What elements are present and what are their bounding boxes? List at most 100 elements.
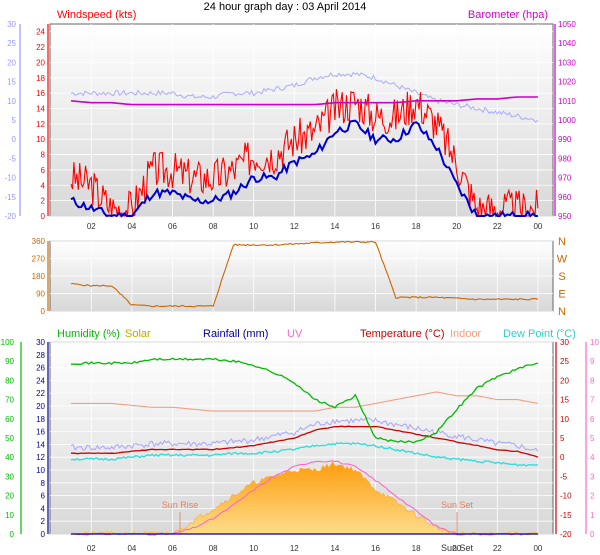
temperature-line — [71, 425, 539, 458]
compass-label: S — [558, 271, 565, 283]
bottom-x-tick-label: 22 — [493, 544, 502, 553]
rainfall-tick-label: 12 — [36, 453, 45, 462]
far-left-tick-label: 20 — [7, 58, 16, 67]
solar-area — [71, 461, 539, 535]
windspeed-label: Windspeed (kts) — [57, 9, 136, 21]
compass-label: N — [558, 236, 566, 248]
humidity-tick-label: 0 — [10, 530, 15, 539]
rainfall-tick-label: 18 — [36, 415, 45, 424]
temperature-tick-label: 30 — [560, 338, 569, 347]
barometer-tick-label: 990 — [558, 135, 572, 144]
barometer-tick-label: 970 — [558, 174, 572, 183]
sunset-label-bottom: Sun Set — [441, 543, 474, 553]
indoor-line — [71, 391, 538, 412]
uv-tick-label: 4 — [590, 453, 595, 462]
barometer-tick-label: 1040 — [558, 39, 576, 48]
rainfall-tick-label: 20 — [36, 402, 45, 411]
uv-tick-label: 1 — [590, 511, 595, 520]
temperature-tick-label: 25 — [560, 357, 569, 366]
humidity-tick-label: 80 — [5, 376, 14, 385]
far-left-tick-label: 30 — [7, 20, 16, 29]
windspeed-tick-label: 10 — [36, 135, 45, 144]
temperature-tick-label: -15 — [560, 511, 572, 520]
top-x-tick-label: 04 — [127, 222, 136, 231]
compass-label: W — [557, 254, 568, 266]
barometer-tick-label: 1020 — [558, 78, 576, 87]
barometer-tick-label: 1000 — [558, 116, 576, 125]
uv-tick-label: 2 — [590, 492, 595, 501]
uv-tick-label: 6 — [590, 415, 595, 424]
humidity-tick-label: 100 — [1, 338, 15, 347]
barometer-tick-label: 1050 — [558, 20, 576, 29]
bottom-x-tick-label: 12 — [290, 544, 299, 553]
uv-tick-label: 3 — [590, 472, 595, 481]
temperature-tick-label: -20 — [560, 530, 572, 539]
windspeed-gust-line — [70, 89, 539, 218]
windspeed-average-line — [70, 119, 538, 218]
top-plot-area — [49, 23, 554, 217]
top-x-tick-label: 12 — [290, 222, 299, 231]
uv-tick-label: 7 — [590, 396, 595, 405]
dewpoint-label: Dew Point (°C) — [503, 328, 576, 340]
rainfall-tick-label: 14 — [36, 440, 45, 449]
humidity-tick-label: 50 — [5, 434, 14, 443]
humidity-tick-label: 90 — [5, 357, 14, 366]
bottom-x-tick-label: 00 — [533, 544, 542, 553]
temperature-label: Temperature (°C) — [360, 328, 444, 340]
axes: 0202040406060808101012121414161618182020… — [1, 20, 600, 553]
sunrise-label: Sun Rise — [162, 500, 199, 510]
uv-tick-label: 9 — [590, 357, 595, 366]
temperature-tick-label: 0 — [560, 453, 565, 462]
windspeed-tick-label: 12 — [36, 120, 45, 129]
uv-line — [70, 460, 538, 536]
rainfall-tick-label: 30 — [36, 338, 45, 347]
direction-tick-label: 270 — [32, 255, 46, 264]
direction-tick-label: 90 — [36, 290, 45, 299]
bottom-x-tick-label: 18 — [412, 544, 421, 553]
windspeed-tick-label: 16 — [36, 89, 45, 98]
uv-tick-label: 8 — [590, 376, 595, 385]
rainfall-tick-label: 6 — [41, 492, 46, 501]
compass-label: E — [558, 289, 565, 301]
far-left-series-line — [70, 71, 539, 123]
far-left-tick-label: 0 — [12, 135, 17, 144]
top-x-tick-label: 16 — [371, 222, 380, 231]
direction-tick-label: 180 — [32, 272, 46, 281]
far-left-tick-label: -10 — [4, 174, 16, 183]
top-x-tick-label: 00 — [533, 222, 542, 231]
windspeed-tick-label: 20 — [36, 58, 45, 67]
bottom-x-tick-label: 06 — [168, 544, 177, 553]
humidity-label: Humidity (%) — [57, 328, 120, 340]
indoor-label: Indoor — [450, 328, 482, 340]
temperature-tick-label: 15 — [560, 396, 569, 405]
bottom-x-tick-label: 10 — [249, 544, 258, 553]
humidity-tick-label: 20 — [5, 492, 14, 501]
barometer-label: Barometer (hpa) — [468, 9, 548, 21]
top-x-tick-label: 20 — [452, 222, 461, 231]
humidity-tick-label: 60 — [5, 415, 14, 424]
chart-title: 24 hour graph day : 03 April 2014 — [204, 1, 367, 13]
far-left-tick-label: 5 — [12, 116, 17, 125]
windspeed-tick-label: 8 — [41, 151, 46, 160]
rainfall-tick-label: 22 — [36, 389, 45, 398]
uv-label: UV — [287, 328, 303, 340]
far-left-tick-label: 25 — [7, 39, 16, 48]
barometer-tick-label: 960 — [558, 193, 572, 202]
windspeed-tick-label: 0 — [41, 212, 46, 221]
compass-label: N — [558, 306, 566, 318]
rainfall-tick-label: 8 — [41, 479, 46, 488]
windspeed-tick-label: 22 — [36, 43, 45, 52]
direction-tick-label: 360 — [32, 237, 46, 246]
rainfall-tick-label: 0 — [41, 530, 46, 539]
top-x-tick-label: 08 — [209, 222, 218, 231]
temperature-tick-label: 10 — [560, 415, 569, 424]
feels-like-line — [70, 417, 539, 452]
rainfall-tick-label: 4 — [41, 504, 46, 513]
rainfall-tick-label: 26 — [36, 364, 45, 373]
barometer-tick-label: 950 — [558, 212, 572, 221]
windspeed-tick-label: 14 — [36, 104, 45, 113]
solar-label: Solar — [125, 328, 151, 340]
top-x-tick-label: 18 — [412, 222, 421, 231]
rainfall-tick-label: 28 — [36, 351, 45, 360]
